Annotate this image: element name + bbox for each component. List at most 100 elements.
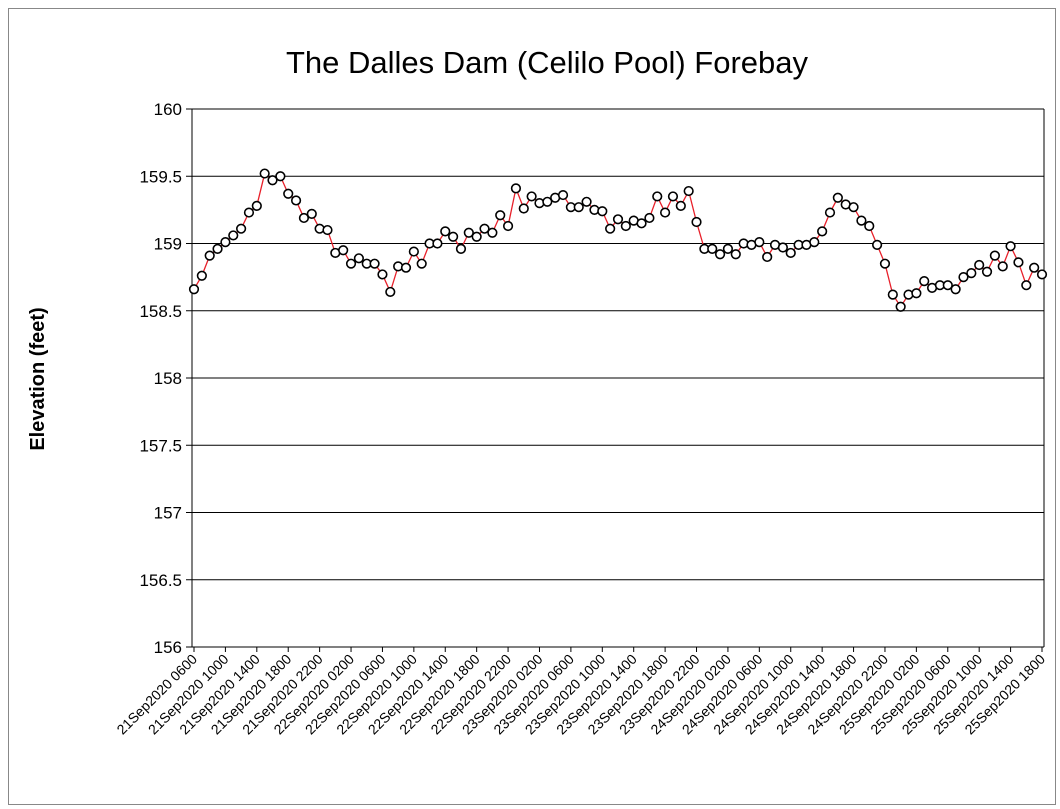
data-point [220, 237, 231, 248]
data-point [612, 214, 624, 225]
data-point [809, 237, 820, 248]
data-point [322, 224, 333, 236]
data-point [243, 207, 255, 218]
data-point [683, 185, 694, 197]
y-tick-label: 159 [154, 235, 182, 254]
data-point [856, 215, 867, 226]
data-point [950, 284, 961, 295]
data-point [228, 230, 239, 241]
data-point [306, 208, 317, 220]
data-point [675, 200, 686, 211]
data-point [251, 200, 262, 211]
data-point [290, 195, 302, 206]
data-point [1029, 262, 1040, 273]
data-point [267, 175, 278, 186]
data-point [518, 203, 529, 214]
data-point [400, 262, 412, 273]
data-point [714, 249, 726, 260]
data-point [667, 191, 679, 202]
data-point [660, 207, 671, 218]
data-point [691, 216, 702, 228]
data-point [557, 189, 569, 201]
y-tick-label: 159.5 [139, 167, 182, 186]
data-point [259, 168, 270, 179]
data-point [204, 250, 215, 261]
data-point [338, 245, 349, 256]
y-tick-label: 158 [154, 369, 182, 388]
data-point [487, 227, 498, 238]
data-point [408, 246, 419, 257]
data-point [236, 223, 247, 234]
data-point [754, 237, 765, 248]
data-point [196, 270, 207, 281]
data-point [432, 238, 443, 249]
y-tick-label: 156 [154, 638, 182, 657]
chart-frame [8, 8, 1056, 805]
data-point [824, 207, 836, 218]
data-point [298, 212, 310, 224]
data-point [1021, 280, 1032, 291]
data-point [652, 191, 663, 202]
data-point [463, 227, 474, 238]
data-point [895, 301, 906, 312]
data-point [864, 220, 875, 232]
data-point [353, 253, 364, 264]
data-point [817, 226, 828, 237]
data-point [1005, 241, 1016, 252]
data-point [212, 243, 223, 254]
data-point [636, 218, 647, 229]
y-tick-label: 157 [154, 504, 182, 523]
data-point [471, 231, 482, 242]
data-point [989, 250, 1000, 261]
data-point [455, 243, 467, 254]
data-point [605, 223, 616, 234]
y-tick-label: 156.5 [139, 571, 182, 590]
data-point [966, 267, 977, 279]
data-point [958, 272, 969, 283]
data-point [275, 171, 286, 182]
data-point [1013, 257, 1024, 268]
data-point [887, 289, 898, 300]
data-point [542, 196, 553, 207]
data-point [919, 276, 930, 287]
data-point [377, 269, 388, 280]
data-point [785, 247, 796, 259]
data-point [510, 183, 522, 194]
y-axis-label: Elevation (feet) [27, 307, 49, 450]
data-point [762, 251, 773, 263]
data-point [495, 210, 506, 221]
chart-title: The Dalles Dam (Celilo Pool) Forebay [286, 45, 809, 80]
data-point [722, 243, 734, 254]
data-point [777, 242, 788, 253]
data-point [644, 212, 655, 224]
data-point [730, 249, 741, 260]
data-point [448, 231, 459, 242]
data-point [188, 284, 200, 295]
data-point [581, 196, 592, 207]
data-point [573, 202, 584, 213]
data-point [974, 259, 985, 271]
data-point [848, 202, 859, 213]
series-line [193, 172, 1043, 308]
y-tick-label: 160 [154, 100, 182, 119]
grid-lines [186, 108, 1044, 648]
data-point [369, 258, 380, 269]
data-point [911, 288, 922, 299]
data-point [502, 220, 514, 232]
data-point [707, 243, 718, 254]
data-point [879, 258, 891, 269]
y-tick-labels: 156 156.5 157 157.5 158 158.5 159 159.5 160 [139, 100, 182, 657]
y-tick-label: 158.5 [139, 302, 182, 321]
data-point [385, 286, 396, 298]
data-point [942, 280, 953, 291]
data-point [479, 223, 490, 234]
data-point [872, 239, 883, 250]
data-point [997, 261, 1008, 272]
series [188, 168, 1048, 312]
data-point [832, 192, 843, 203]
data-point [1036, 269, 1048, 280]
data-point [597, 206, 608, 217]
axes [191, 109, 1045, 648]
